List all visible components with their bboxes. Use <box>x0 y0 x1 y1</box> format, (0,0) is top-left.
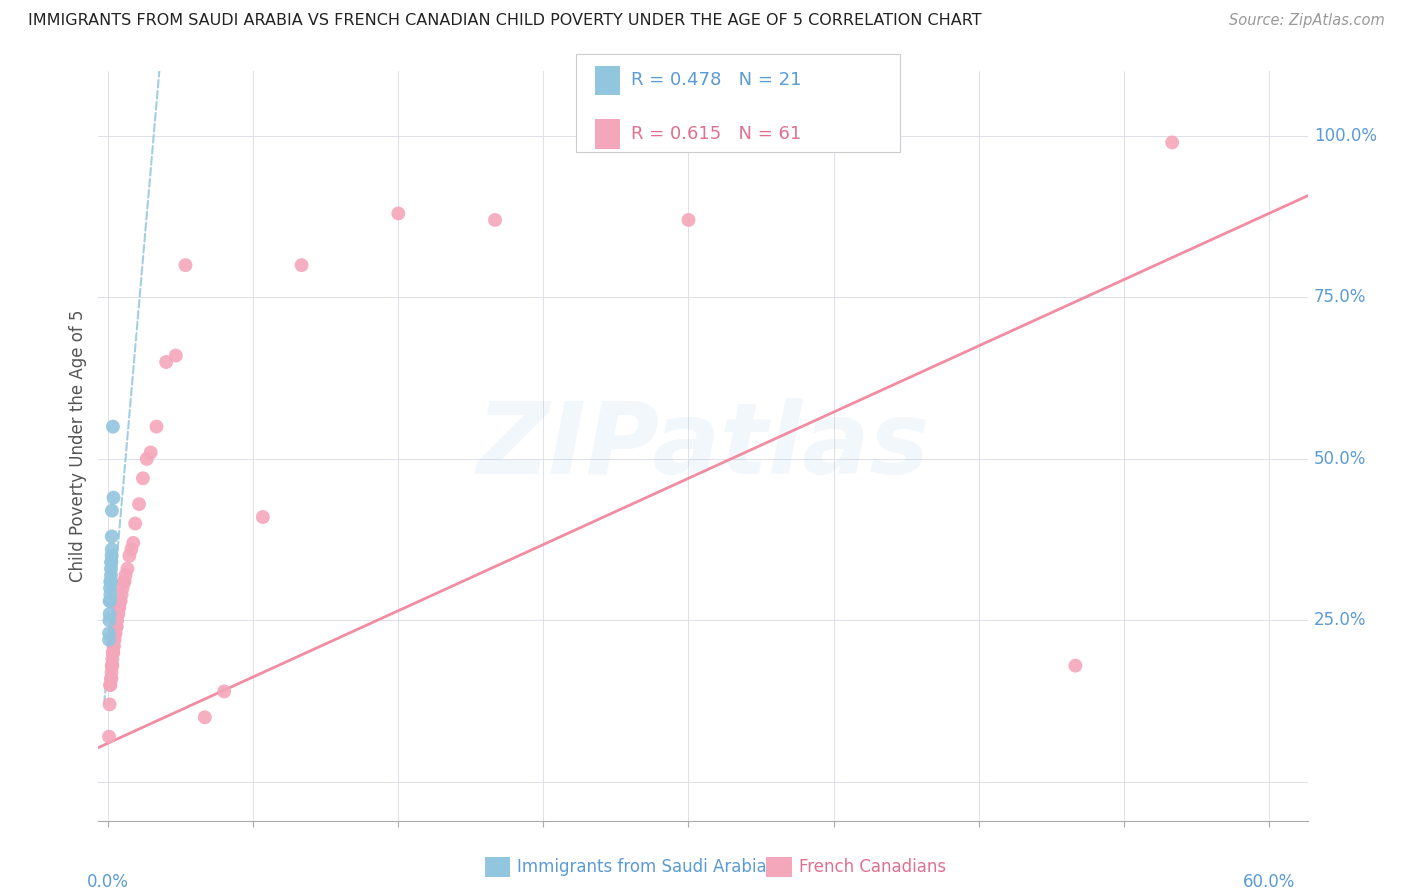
Point <box>104 626 127 640</box>
Point <box>100 549 122 563</box>
Point <box>112 574 135 589</box>
Point <box>101 419 124 434</box>
Text: 0.0%: 0.0% <box>87 873 129 891</box>
Point <box>100 588 122 602</box>
Text: 25.0%: 25.0% <box>1313 611 1367 630</box>
Point <box>1161 136 1184 150</box>
Point <box>103 632 125 647</box>
Text: R = 0.478   N = 21: R = 0.478 N = 21 <box>631 71 801 89</box>
Point <box>105 614 128 628</box>
Point <box>103 491 125 505</box>
Point <box>111 588 134 602</box>
Point <box>145 419 167 434</box>
Point <box>104 626 127 640</box>
Text: ZIPatlas: ZIPatlas <box>477 398 929 494</box>
Point <box>98 607 121 621</box>
Point <box>98 581 121 595</box>
Point <box>135 451 157 466</box>
Point <box>100 562 122 576</box>
Point <box>114 574 136 589</box>
Point <box>104 620 127 634</box>
Point <box>104 626 127 640</box>
Point <box>678 213 700 227</box>
Point <box>194 710 217 724</box>
Point <box>484 213 506 227</box>
Point <box>100 672 122 686</box>
Point <box>132 471 155 485</box>
Text: R = 0.615   N = 61: R = 0.615 N = 61 <box>631 125 801 143</box>
Point <box>100 555 122 569</box>
Point <box>98 594 121 608</box>
Text: 50.0%: 50.0% <box>1313 450 1367 468</box>
Point <box>122 536 145 550</box>
Point <box>100 555 122 569</box>
Point <box>111 581 134 595</box>
Point <box>100 529 122 543</box>
Point <box>107 607 129 621</box>
Point <box>98 730 121 744</box>
Point <box>108 600 131 615</box>
Point <box>107 600 129 615</box>
Point <box>120 542 142 557</box>
Point <box>114 568 136 582</box>
Point <box>103 639 125 653</box>
Point <box>100 574 122 589</box>
Point <box>104 626 127 640</box>
Point <box>174 258 197 272</box>
Text: 75.0%: 75.0% <box>1313 288 1367 307</box>
Point <box>103 632 125 647</box>
Point <box>103 646 125 660</box>
Point <box>105 620 128 634</box>
Point <box>155 355 177 369</box>
Point <box>98 678 121 692</box>
Point <box>100 665 122 679</box>
Point <box>98 698 121 712</box>
Point <box>103 632 125 647</box>
Point <box>110 594 132 608</box>
Point <box>1064 658 1087 673</box>
Point <box>252 510 274 524</box>
Point <box>117 562 139 576</box>
Point <box>100 574 122 589</box>
Text: 100.0%: 100.0% <box>1313 127 1376 145</box>
Point <box>165 349 187 363</box>
Point <box>105 620 128 634</box>
Point <box>98 626 121 640</box>
Point <box>128 497 150 511</box>
Point <box>100 658 122 673</box>
Point <box>139 445 162 459</box>
Point <box>387 206 409 220</box>
Point <box>212 684 235 698</box>
Point <box>100 672 122 686</box>
Point <box>101 646 124 660</box>
Text: Source: ZipAtlas.com: Source: ZipAtlas.com <box>1229 13 1385 29</box>
Point <box>101 658 124 673</box>
Point <box>108 594 131 608</box>
Point <box>101 658 124 673</box>
Point <box>100 574 122 589</box>
Point <box>98 614 121 628</box>
Point <box>101 503 124 517</box>
Point <box>124 516 146 531</box>
Point <box>290 258 312 272</box>
Text: French Canadians: French Canadians <box>799 858 946 876</box>
Point <box>100 542 122 557</box>
Point <box>98 594 121 608</box>
Point <box>100 678 122 692</box>
Point <box>101 652 124 666</box>
Point <box>118 549 141 563</box>
Text: 60.0%: 60.0% <box>1243 873 1295 891</box>
Point <box>107 607 129 621</box>
Text: IMMIGRANTS FROM SAUDI ARABIA VS FRENCH CANADIAN CHILD POVERTY UNDER THE AGE OF 5: IMMIGRANTS FROM SAUDI ARABIA VS FRENCH C… <box>28 13 981 29</box>
Y-axis label: Child Poverty Under the Age of 5: Child Poverty Under the Age of 5 <box>69 310 87 582</box>
Point <box>103 639 125 653</box>
Point <box>105 614 128 628</box>
Text: Immigrants from Saudi Arabia: Immigrants from Saudi Arabia <box>517 858 768 876</box>
Point <box>98 632 121 647</box>
Point <box>100 568 122 582</box>
Point <box>101 646 124 660</box>
